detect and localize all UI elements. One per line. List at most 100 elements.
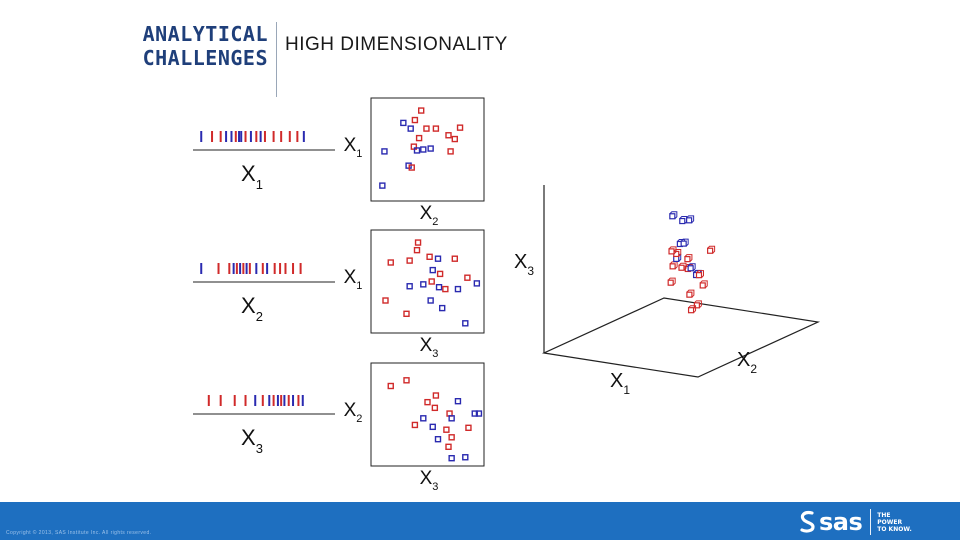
scatter-panel-frame (370, 362, 485, 467)
cube-edge (668, 246, 677, 255)
cube-face (669, 263, 676, 270)
cube-face (686, 217, 693, 224)
scatter-point-red (456, 124, 464, 131)
scatter-panel-frame (370, 229, 485, 334)
cube-point-red (707, 245, 716, 254)
scatter-point-red (411, 421, 419, 429)
scatter-point-blue (439, 304, 446, 312)
scatter-point-red (436, 270, 444, 278)
cube-point-blue (669, 211, 678, 220)
cube-edge (669, 211, 678, 220)
scatter-point-red (428, 278, 435, 285)
scatter-point-red (403, 310, 410, 317)
scatter-y-label: X1 (344, 267, 363, 292)
cube-edge (667, 277, 676, 286)
scatter-point-red (451, 135, 458, 143)
cube-edge (707, 245, 716, 254)
scatter-point-red (424, 398, 431, 406)
scatter-point-red (432, 392, 440, 399)
scatter-point-red (387, 259, 394, 266)
strip-axis-label: X1 (241, 161, 263, 192)
scatter-point-blue (462, 320, 469, 327)
x1-x2-floor-plane (541, 297, 821, 378)
scatter-point-red (451, 255, 458, 262)
cube-face (684, 256, 691, 263)
scatter-point-red (442, 285, 449, 293)
scatter-point-red (411, 116, 419, 124)
cube-edge (673, 248, 682, 257)
scatter-point-blue (420, 281, 427, 288)
cube-point-red (687, 305, 697, 314)
scatter-point-blue (413, 147, 421, 154)
x1-axis-label: X1 (610, 370, 630, 397)
scatter-point-red (432, 125, 440, 132)
cube-point-red (669, 261, 678, 270)
scatter-point-red (423, 125, 430, 132)
scatter-point-blue (420, 415, 427, 422)
cube-point-red (668, 246, 677, 255)
scatter-y-label: X1 (344, 135, 363, 160)
cube-face (668, 248, 675, 255)
scatter-point-blue (420, 146, 427, 153)
cube-edge (684, 254, 693, 262)
scatter-point-red (445, 443, 452, 450)
scatter-point-blue (448, 455, 455, 462)
cube-point-blue (686, 215, 695, 224)
scatter-point-red (406, 257, 413, 264)
scatter-point-red (413, 246, 421, 254)
scatter-point-blue (429, 423, 436, 431)
title-divider (276, 22, 277, 97)
cube-face (679, 217, 686, 225)
scatter-point-blue (381, 148, 388, 155)
scatter-point-red (465, 424, 472, 431)
scatter-point-red (445, 132, 452, 139)
scatter-point-blue (435, 284, 443, 291)
cube-face (669, 213, 676, 220)
scatter-point-blue (407, 125, 414, 132)
cube-face (667, 279, 674, 286)
scatter-point-blue (454, 398, 462, 405)
slide-subtitle: HIGH DIMENSIONALITY (285, 34, 508, 55)
scatter-point-blue (448, 415, 455, 422)
cube-edge (686, 215, 695, 224)
cube-edge (678, 262, 687, 271)
scatter-point-blue (400, 119, 407, 127)
scatter-point-blue (427, 297, 434, 304)
scatter-point-red (414, 239, 422, 246)
sas-logo: sas THE POWER TO KNOW. (798, 507, 912, 537)
scatter-x-label: X3 (420, 468, 439, 493)
slide-title-line-2: CHALLENGES (142, 46, 268, 70)
scatter-x-label: X2 (420, 203, 439, 228)
scatter-point-red (431, 404, 439, 412)
cube-edge (686, 289, 695, 298)
sas-swirl-icon (800, 510, 815, 533)
copyright-text: Copyright © 2013, SAS Institute Inc. All… (6, 530, 152, 536)
scatter-point-blue (471, 410, 478, 417)
footer-bar: Copyright © 2013, SAS Institute Inc. All… (0, 502, 960, 540)
slide-title-line-1: ANALYTICAL (142, 22, 268, 46)
cube-face (699, 282, 706, 289)
scatter-point-blue (475, 410, 483, 417)
cube-edge (687, 263, 696, 272)
scatter-point-red (448, 434, 455, 441)
cube-point-blue (679, 216, 688, 225)
strip-axis-label: X2 (241, 293, 263, 324)
scatter-y-label: X2 (344, 400, 363, 425)
tagline-line-2: POWER (877, 518, 903, 526)
scatter-point-red (387, 382, 394, 390)
cube-point-red (695, 270, 704, 279)
tagline-line-1: THE (877, 511, 891, 519)
scatter-point-blue (454, 285, 462, 293)
cube-point-red (678, 262, 687, 271)
scatter-point-red (447, 148, 454, 155)
scatter-point-blue (406, 283, 413, 290)
sas-tagline: THE POWER TO KNOW. (877, 512, 911, 533)
cube-point-red (667, 277, 676, 286)
x3-axis-label: X3 (514, 251, 534, 278)
dimensionality-diagram: X1 X2 X3 X1 X2 X1 X3 X2 X3 X1 X2 X3 (193, 97, 821, 493)
x2-axis-label: X2 (737, 349, 757, 376)
cube-face (673, 255, 680, 262)
cube-edge (694, 300, 702, 309)
cube-face (695, 272, 703, 279)
cube-point-blue (687, 263, 696, 272)
